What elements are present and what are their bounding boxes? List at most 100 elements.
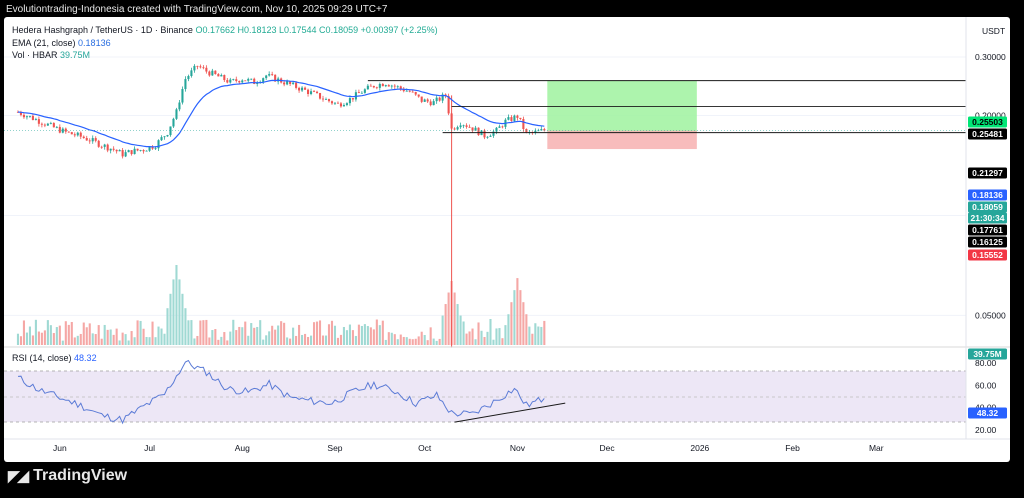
- volume-bar: [444, 304, 447, 345]
- volume-bar: [280, 321, 283, 345]
- candle-body: [298, 87, 301, 91]
- candle-body: [301, 87, 304, 91]
- volume-bar: [190, 320, 193, 345]
- volume-bar: [315, 321, 319, 345]
- candle-body: [127, 150, 130, 153]
- volume-bar: [307, 336, 310, 345]
- volume-bar: [390, 332, 393, 345]
- price-tag[interactable]: [968, 128, 1007, 140]
- symbol-title[interactable]: Hedera Hashgraph / TetherUS · 1D · Binan…: [12, 25, 193, 35]
- ema-legend[interactable]: EMA (21, close) 0.18136: [12, 38, 111, 48]
- price-tag[interactable]: [968, 212, 1007, 224]
- volume-bar: [187, 320, 190, 345]
- candle-body: [253, 78, 256, 84]
- volume-bar: [292, 327, 295, 345]
- price-tick-label: 0.05000: [975, 310, 1006, 320]
- price-tag[interactable]: [968, 249, 1007, 261]
- rsi-trendline[interactable]: [454, 402, 566, 423]
- volume-bar: [217, 339, 220, 345]
- volume-bar: [73, 337, 76, 345]
- price-tag-label: 0.25481: [972, 129, 1003, 139]
- candle-body: [342, 105, 345, 107]
- candle-body: [289, 81, 292, 84]
- candle-body: [283, 82, 286, 85]
- volume-bar: [112, 334, 115, 345]
- candle-body: [274, 74, 277, 82]
- volume-legend[interactable]: Vol · HBAR 39.75M: [12, 50, 91, 60]
- volume-bar: [97, 325, 100, 345]
- candle-body: [154, 148, 157, 150]
- candle-body: [510, 117, 513, 121]
- volume-bar: [19, 336, 22, 345]
- candle-body: [175, 109, 178, 119]
- price-tag[interactable]: [968, 224, 1007, 236]
- tradingview-logo[interactable]: ◤◢ TradingView: [8, 467, 127, 485]
- volume-bar: [148, 337, 151, 345]
- volume-bar: [250, 323, 253, 345]
- price-tag[interactable]: [968, 167, 1007, 179]
- volume-bar: [414, 338, 417, 345]
- price-tag[interactable]: [968, 189, 1007, 201]
- volume-bar: [211, 330, 214, 345]
- volume-bar: [477, 322, 480, 345]
- volume-bar: [354, 335, 357, 345]
- candle-body: [118, 150, 121, 152]
- volume-bar: [399, 334, 402, 345]
- volume-bar: [37, 331, 40, 345]
- volume-bar: [381, 320, 384, 345]
- volume-bar: [160, 328, 163, 345]
- candle-body: [124, 152, 127, 157]
- candle-body: [537, 130, 540, 132]
- volume-bar: [420, 331, 423, 345]
- candle-body: [49, 123, 52, 124]
- candle-body: [70, 132, 73, 135]
- candle-body: [387, 85, 390, 87]
- volume-bar: [435, 340, 438, 345]
- time-tick-label: Sep: [327, 443, 342, 453]
- candle-body: [369, 85, 372, 87]
- candle-body: [372, 85, 375, 88]
- volume-bar: [184, 308, 187, 345]
- rsi-legend[interactable]: RSI (14, close) 48.32: [12, 353, 97, 363]
- candle-body: [268, 74, 271, 76]
- volume-bar: [336, 337, 340, 345]
- candle-body: [115, 149, 118, 152]
- candle-body: [199, 66, 202, 68]
- volume-bar: [22, 320, 25, 345]
- volume-bar: [480, 330, 483, 345]
- price-tag[interactable]: [968, 201, 1007, 213]
- volume-bar: [40, 332, 43, 345]
- volume-bar: [25, 332, 28, 345]
- candle-body: [498, 126, 501, 128]
- price-tag[interactable]: [968, 348, 1007, 360]
- price-tag-label: 0.25503: [972, 117, 1003, 127]
- volume-bar: [405, 337, 408, 345]
- candle-body: [79, 132, 82, 137]
- candle-body: [160, 137, 163, 141]
- time-tick-label: Jul: [144, 443, 155, 453]
- volume-bar: [289, 338, 292, 345]
- candle-body: [148, 146, 151, 151]
- candle-body: [91, 138, 94, 142]
- grid-lines: [4, 56, 966, 316]
- volume-bar: [130, 331, 133, 345]
- volume-bar: [196, 335, 199, 345]
- candle-body: [88, 140, 91, 142]
- time-tick-label: Aug: [235, 443, 250, 453]
- volume-bar: [157, 326, 160, 345]
- volume-bars: [16, 265, 546, 345]
- volume-bar: [145, 337, 148, 345]
- stop-zone[interactable]: [547, 130, 697, 150]
- candle-body: [456, 127, 459, 130]
- candle-body: [226, 80, 229, 83]
- price-tag[interactable]: [968, 407, 1007, 419]
- candle-body: [184, 79, 187, 90]
- candle-body: [405, 90, 408, 92]
- price-tag[interactable]: [968, 116, 1007, 128]
- candle-body: [229, 79, 232, 83]
- candle-body: [321, 98, 325, 100]
- candle-body: [247, 78, 250, 81]
- candle-body: [447, 95, 450, 114]
- price-tag[interactable]: [968, 236, 1007, 248]
